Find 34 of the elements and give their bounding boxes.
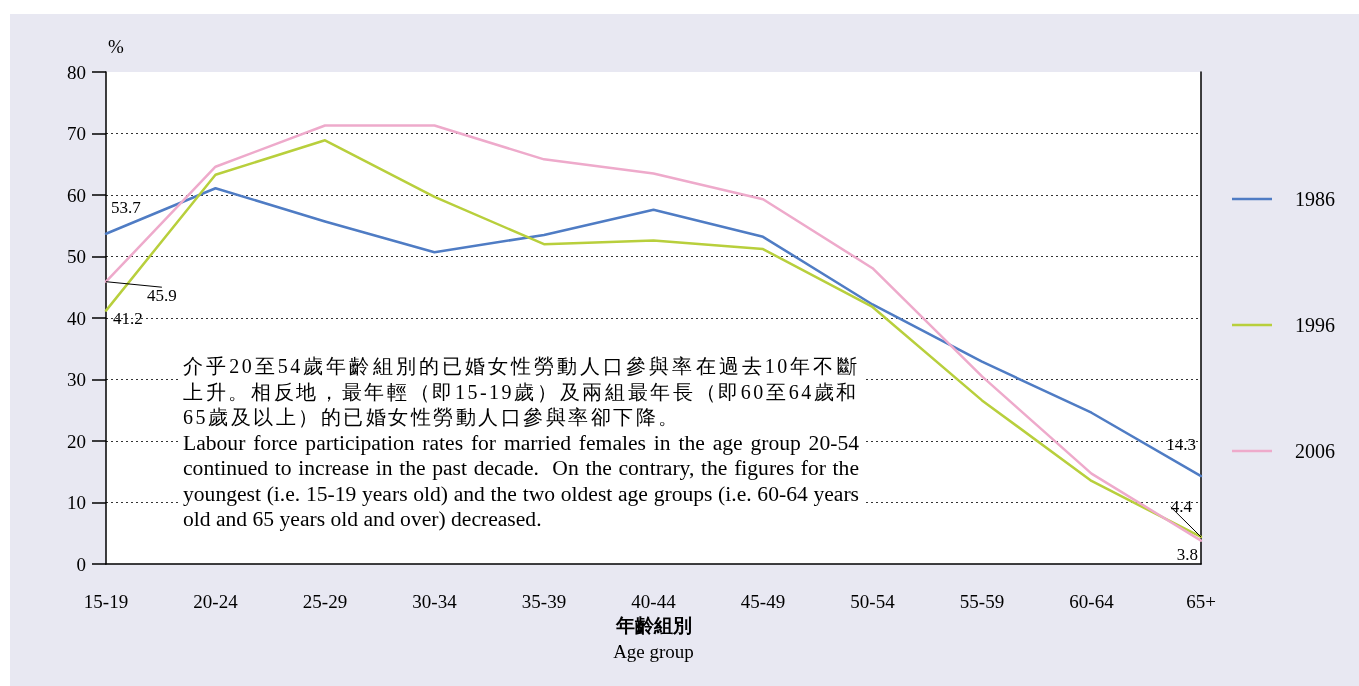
data-label: 4.4 xyxy=(1170,497,1193,517)
annotation: Labour force participation rates for married females in the age group 20-54 continued to increase in the past decade. On the contrary, the figures for the youngest (i.e. 15-19 years old) and the two oldest age groups (i.e. 60-64 years old and 65 years old and over) decreased. xyxy=(183,430,859,533)
y-axis-title: % xyxy=(108,36,124,57)
x-axis-title: 年齡組別 Age group xyxy=(613,614,694,662)
data-label: 14.3 xyxy=(1166,434,1196,454)
annotation: 介乎20至54歲年齡組別的已婚女性勞動人口參與率在過去10年不斷上升。相反地，最年輕（即15-19歲）及兩組最年長（即60至64歲和65歲及以上）的已婚女性勞動人口參與率卻下降。 xyxy=(183,354,859,430)
x-tick-label: 20-24 xyxy=(193,591,239,612)
legend-label: 2006 xyxy=(1295,440,1335,462)
line-series xyxy=(104,186,1203,478)
y-tick-label: 30 xyxy=(67,369,86,390)
x-tick-label: 45-49 xyxy=(740,591,786,612)
x-tick-label: 25-29 xyxy=(302,591,348,612)
x-tick-label: 35-39 xyxy=(521,591,567,612)
y-tick-label: 50 xyxy=(67,246,86,267)
x-tick-label: 30-34 xyxy=(412,591,458,612)
y-tick-label: 10 xyxy=(67,492,86,513)
x-tick-label: 50-54 xyxy=(850,591,896,612)
y-tick-label: 40 xyxy=(67,307,86,329)
y-tick-label: 20 xyxy=(67,430,86,452)
y-tick-label: 70 xyxy=(67,123,86,144)
x-tick-label: 60-64 xyxy=(1069,591,1115,612)
y-tick-label: 80 xyxy=(67,61,86,83)
data-label: 53.7 xyxy=(111,198,142,218)
x-tick-label: 65+ xyxy=(1186,591,1216,612)
legend-label: 1996 xyxy=(1295,314,1335,336)
legend-label: 1986 xyxy=(1295,188,1335,210)
data-label: 3.8 xyxy=(1176,545,1198,565)
y-tick-label: 0 xyxy=(76,553,86,575)
x-tick-label: 40-44 xyxy=(631,591,677,612)
data-label: 41.2 xyxy=(113,309,143,329)
x-tick-label: 55-59 xyxy=(959,591,1005,612)
data-label: 45.9 xyxy=(147,286,177,306)
y-tick-label: 60 xyxy=(67,184,86,206)
x-tick-label: 15-19 xyxy=(83,591,129,612)
